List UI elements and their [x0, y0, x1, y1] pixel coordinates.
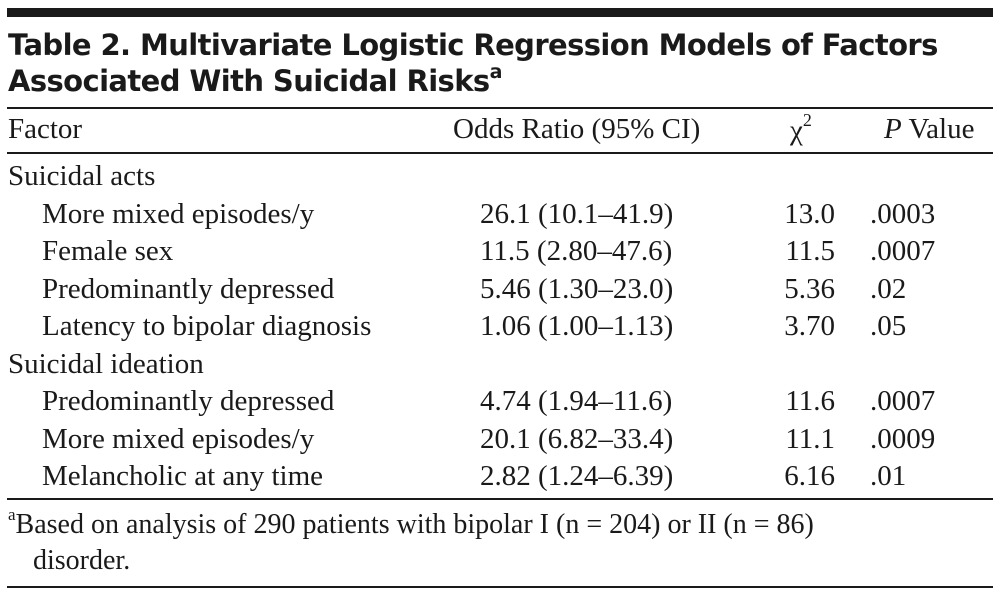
title-footnote-marker: a	[489, 61, 503, 84]
factor-cell: More mixed episodes/y	[42, 197, 315, 230]
chi-symbol: χ	[790, 114, 803, 147]
p-value-cell: .0003	[870, 197, 936, 230]
odds-ratio-cell: 20.1 (6.82–33.4)	[480, 422, 674, 455]
p-value-cell: .0007	[870, 235, 936, 267]
header-top-rule	[7, 107, 993, 109]
section-label: Suicidal acts	[8, 160, 156, 192]
odds-ratio-cell: 1.06 (1.00–1.13)	[480, 310, 674, 342]
table-row: Predominantly depressed 5.46 (1.30–23.0) 5…	[0, 273, 1000, 310]
footnote-line2: disorder.	[33, 545, 131, 576]
chi-square-cell: 11.6	[785, 385, 835, 417]
section-row: Suicidal acts	[0, 160, 1000, 197]
chi-square-cell: 5.36	[784, 272, 835, 305]
chi-square-cell: 13.0	[784, 197, 835, 230]
chi-square-cell: 3.70	[784, 310, 835, 342]
top-rule	[7, 8, 993, 17]
odds-ratio-cell: 11.5 (2.80–47.6)	[480, 235, 673, 267]
p-value-cell: .0007	[870, 385, 936, 417]
odds-ratio-cell: 2.82 (1.24–6.39)	[480, 460, 674, 492]
table-title-line2: Associated With Suicidal Risksa	[8, 63, 988, 99]
column-header-factor: Factor	[8, 113, 83, 145]
factor-cell: More mixed episodes/y	[42, 422, 315, 455]
p-italic: P	[884, 113, 902, 145]
chi-square-cell: 11.1	[785, 422, 835, 455]
column-header-p-value: P Value	[884, 113, 974, 146]
odds-ratio-cell: 4.74 (1.94–11.6)	[480, 385, 673, 417]
table-title: Table 2. Multivariate Logistic Regressio…	[8, 27, 988, 99]
chi-square-cell: 11.5	[785, 235, 835, 267]
p-value-cell: .0009	[870, 422, 936, 455]
footnote-bottom-rule	[7, 586, 993, 588]
odds-ratio-cell: 5.46 (1.30–23.0)	[480, 272, 674, 305]
chi-superscript: 2	[802, 110, 812, 130]
table-row: More mixed episodes/y 20.1 (6.82–33.4) 11.…	[0, 423, 1000, 460]
section-label: Suicidal ideation	[8, 347, 204, 380]
footnote-line1: aBased on analysis of 290 patients with …	[8, 506, 814, 540]
section-row: Suicidal ideation	[0, 348, 1000, 385]
table-row: Latency to bipolar diagnosis 1.06 (1.00–1…	[0, 310, 1000, 347]
header-bottom-rule	[7, 152, 993, 154]
column-header-chi-square: χ2	[790, 110, 812, 148]
p-value-cell: .02	[870, 272, 907, 305]
factor-cell: Predominantly depressed	[42, 272, 335, 305]
table-row: Predominantly depressed 4.74 (1.94–11.6) 1…	[0, 385, 1000, 422]
footnote-marker: a	[8, 504, 16, 524]
p-value-cell: .01	[870, 460, 907, 492]
factor-cell: Melancholic at any time	[42, 460, 324, 492]
factor-cell: Predominantly depressed	[42, 385, 335, 417]
table-bottom-rule	[7, 498, 993, 500]
table-title-line2-text: Associated With Suicidal Risks	[8, 64, 490, 98]
p-value-cell: .05	[870, 310, 907, 342]
table-row: Female sex 11.5 (2.80–47.6) 11.5 .0007	[0, 235, 1000, 272]
table-row: Melancholic at any time 2.82 (1.24–6.39) 6…	[0, 460, 1000, 497]
table-row: More mixed episodes/y 26.1 (10.1–41.9) 13.…	[0, 198, 1000, 235]
column-header-odds-ratio: Odds Ratio (95% CI)	[453, 113, 701, 145]
table-title-line1: Table 2. Multivariate Logistic Regressio…	[8, 28, 938, 62]
table-footnote: aBased on analysis of 290 patients with …	[8, 506, 988, 579]
factor-cell: Latency to bipolar diagnosis	[42, 310, 372, 342]
footnote-text-line1: Based on analysis of 290 patients with b…	[15, 509, 814, 540]
odds-ratio-cell: 26.1 (10.1–41.9)	[480, 197, 674, 230]
factor-cell: Female sex	[42, 235, 174, 267]
chi-square-cell: 6.16	[784, 460, 835, 492]
p-rest: Value	[901, 113, 975, 145]
